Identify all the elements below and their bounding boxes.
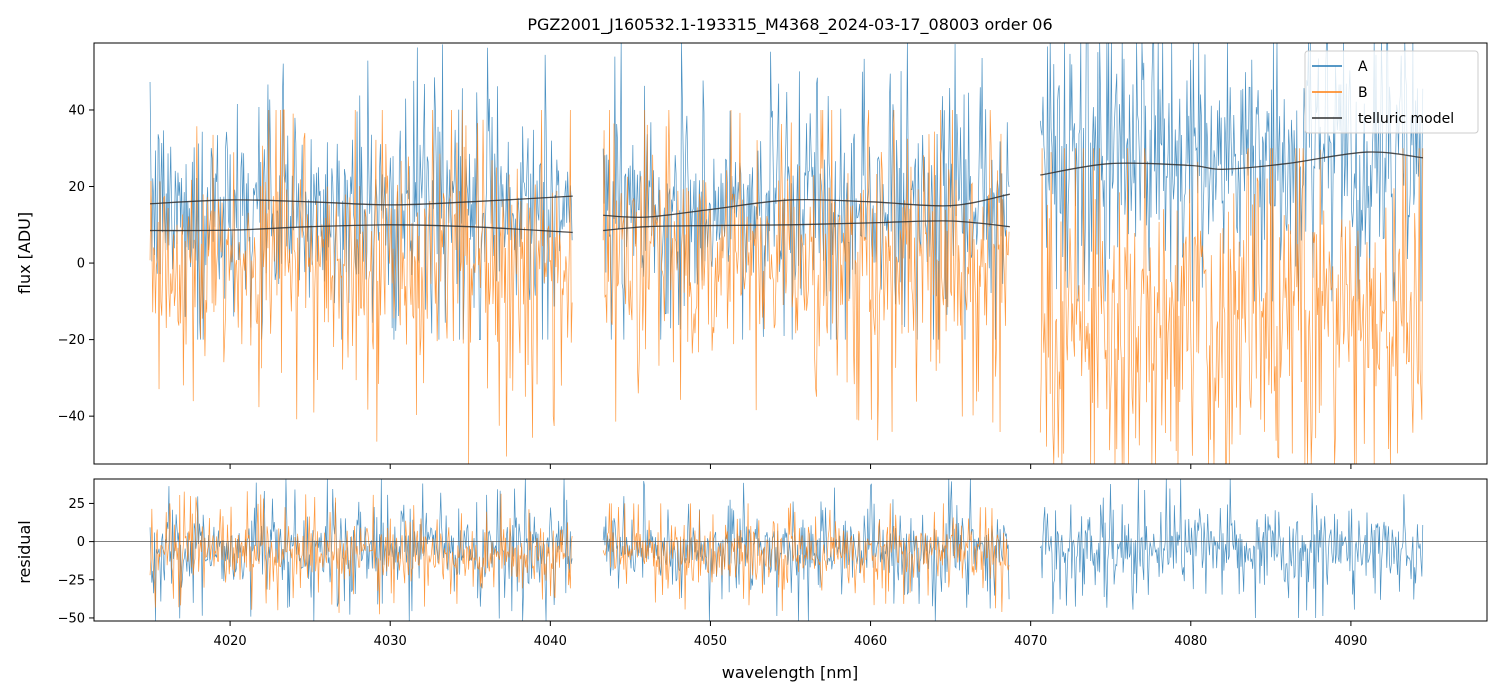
telluric-model-curve-2 (603, 193, 1010, 218)
telluric-model-curve-4 (1040, 151, 1424, 176)
residual-x-tick-label: 4070 (1014, 634, 1047, 649)
residual-y-ticks: 25 0 −25 −50 (58, 497, 94, 626)
residual-series-a-segment-2 (1039, 479, 1424, 618)
residual-axes-frame (93, 478, 1488, 622)
residual-panel: 250−25−50 4020 4030 4040 4050 4060 4070 4080 40… (15, 478, 1488, 682)
residual-y-axis-label: residual (15, 520, 34, 583)
flux-series-b-segment-2 (1039, 148, 1424, 464)
flux-y-tick-label: 20 (68, 180, 85, 195)
residual-x-tick-label: 4030 (374, 634, 407, 649)
flux-x-ticks (229, 464, 1352, 469)
flux-plot-area (149, 43, 1424, 464)
residual-x-tick-label: 4050 (694, 634, 727, 649)
flux-y-ticks: 40 20 0 −20 −40 (58, 103, 94, 425)
residual-x-tick-label: 4060 (854, 634, 887, 649)
telluric-model-curve-1 (150, 224, 573, 234)
legend-a-label: A (1358, 59, 1368, 75)
residual-x-tick-label: 4020 (214, 634, 247, 649)
residual-series-a-segment-1 (602, 479, 1010, 621)
residual-series-b-segment-1 (602, 503, 1010, 612)
telluric-model-curve-3 (603, 220, 1010, 232)
flux-y-tick-label: −20 (58, 333, 85, 348)
x-axis-label: wavelength [nm] (722, 663, 859, 682)
telluric-model-curve-0 (150, 195, 573, 206)
residual-plot-area (94, 479, 1487, 621)
residual-y-tick-label: 25 (68, 497, 85, 512)
legend-b-label: B (1358, 85, 1368, 101)
flux-series-b-segment-1 (602, 109, 1010, 441)
flux-y-tick-label: 0 (77, 257, 85, 272)
legend: A B telluric model (1304, 50, 1479, 134)
flux-y-axis-label: flux [ADU] (15, 212, 34, 294)
residual-y-tick-label: −25 (58, 573, 85, 588)
residual-x-tick-label: 4040 (534, 634, 567, 649)
residual-x-tick-label: 4080 (1174, 634, 1207, 649)
residual-x-tick-label: 4090 (1334, 634, 1367, 649)
legend-telluric-label: telluric model (1358, 111, 1454, 127)
residual-series-b-segment-0 (149, 491, 573, 615)
residual-y-tick-label: 0 (77, 535, 85, 550)
flux-y-tick-label: 40 (68, 103, 85, 118)
legend-box (1304, 50, 1479, 134)
flux-series-a-segment-1 (602, 43, 1010, 340)
residual-y-tick-label: −50 (58, 611, 85, 626)
flux-panel: 40 20 0 −20 −40 flux [ADU] A B telluric mode… (15, 42, 1488, 469)
residual-x-ticks: 4020 4030 4040 4050 4060 4070 4080 4090 (214, 621, 1367, 649)
chart-title: PGZ2001_J160532.1-193315_M4368_2024-03-1… (527, 15, 1052, 35)
flux-axes-frame (93, 42, 1488, 465)
flux-y-tick-label: −40 (58, 410, 85, 425)
flux-series-b-segment-0 (149, 109, 573, 464)
flux-series-a-segment-2 (1039, 43, 1424, 302)
